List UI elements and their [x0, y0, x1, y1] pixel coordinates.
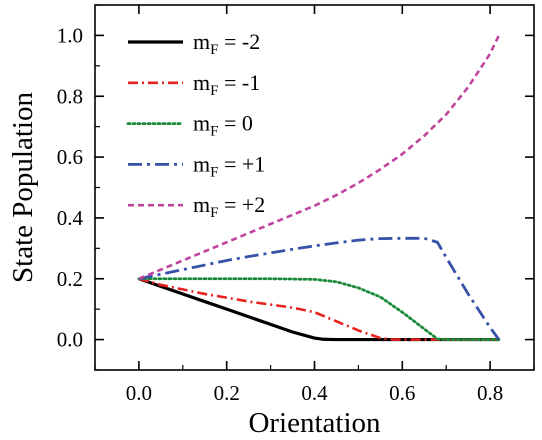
y-tick-label: 0.8	[57, 84, 83, 108]
x-axis-ticks: 0.0 0.2 0.4 0.6 0.8	[94, 5, 535, 405]
plot-border	[94, 4, 535, 371]
plot-frame	[94, 4, 535, 371]
legend: mF = -2 mF = -1 mF = 0 mF = +1 mF = +2	[126, 29, 265, 221]
legend-label-5: mF = +2	[193, 192, 265, 221]
series-line-5	[138, 34, 501, 280]
series-line-1	[138, 277, 499, 342]
y-tick-label: 0.2	[57, 267, 83, 291]
y-tick-label: 1.0	[57, 23, 83, 47]
x-axis-label: Orientation	[248, 407, 381, 439]
y-tick-label: 0.4	[57, 206, 84, 230]
legend-label-1: mF = -2	[193, 29, 260, 58]
y-tick-label: 0.6	[57, 145, 83, 169]
x-tick-label: 0.4	[301, 381, 328, 405]
series-line-4	[138, 236, 501, 341]
x-tick-label: 0.2	[214, 381, 240, 405]
series-line-3	[137, 277, 501, 341]
series-line-2	[138, 277, 499, 341]
x-tick-label: 0.0	[126, 381, 152, 405]
series-layer	[137, 34, 501, 342]
legend-label-4: mF = +1	[193, 151, 265, 180]
y-tick-label: 0.0	[57, 328, 83, 352]
legend-label-2: mF = -1	[193, 70, 260, 99]
y-axis-ticks: 0.0 0.2 0.4 0.6 0.8 1.0	[57, 4, 534, 371]
x-tick-label: 0.6	[389, 381, 415, 405]
x-tick-label: 0.8	[477, 381, 503, 405]
legend-label-3: mF = 0	[193, 111, 253, 140]
y-axis-label: State Population	[7, 92, 39, 283]
